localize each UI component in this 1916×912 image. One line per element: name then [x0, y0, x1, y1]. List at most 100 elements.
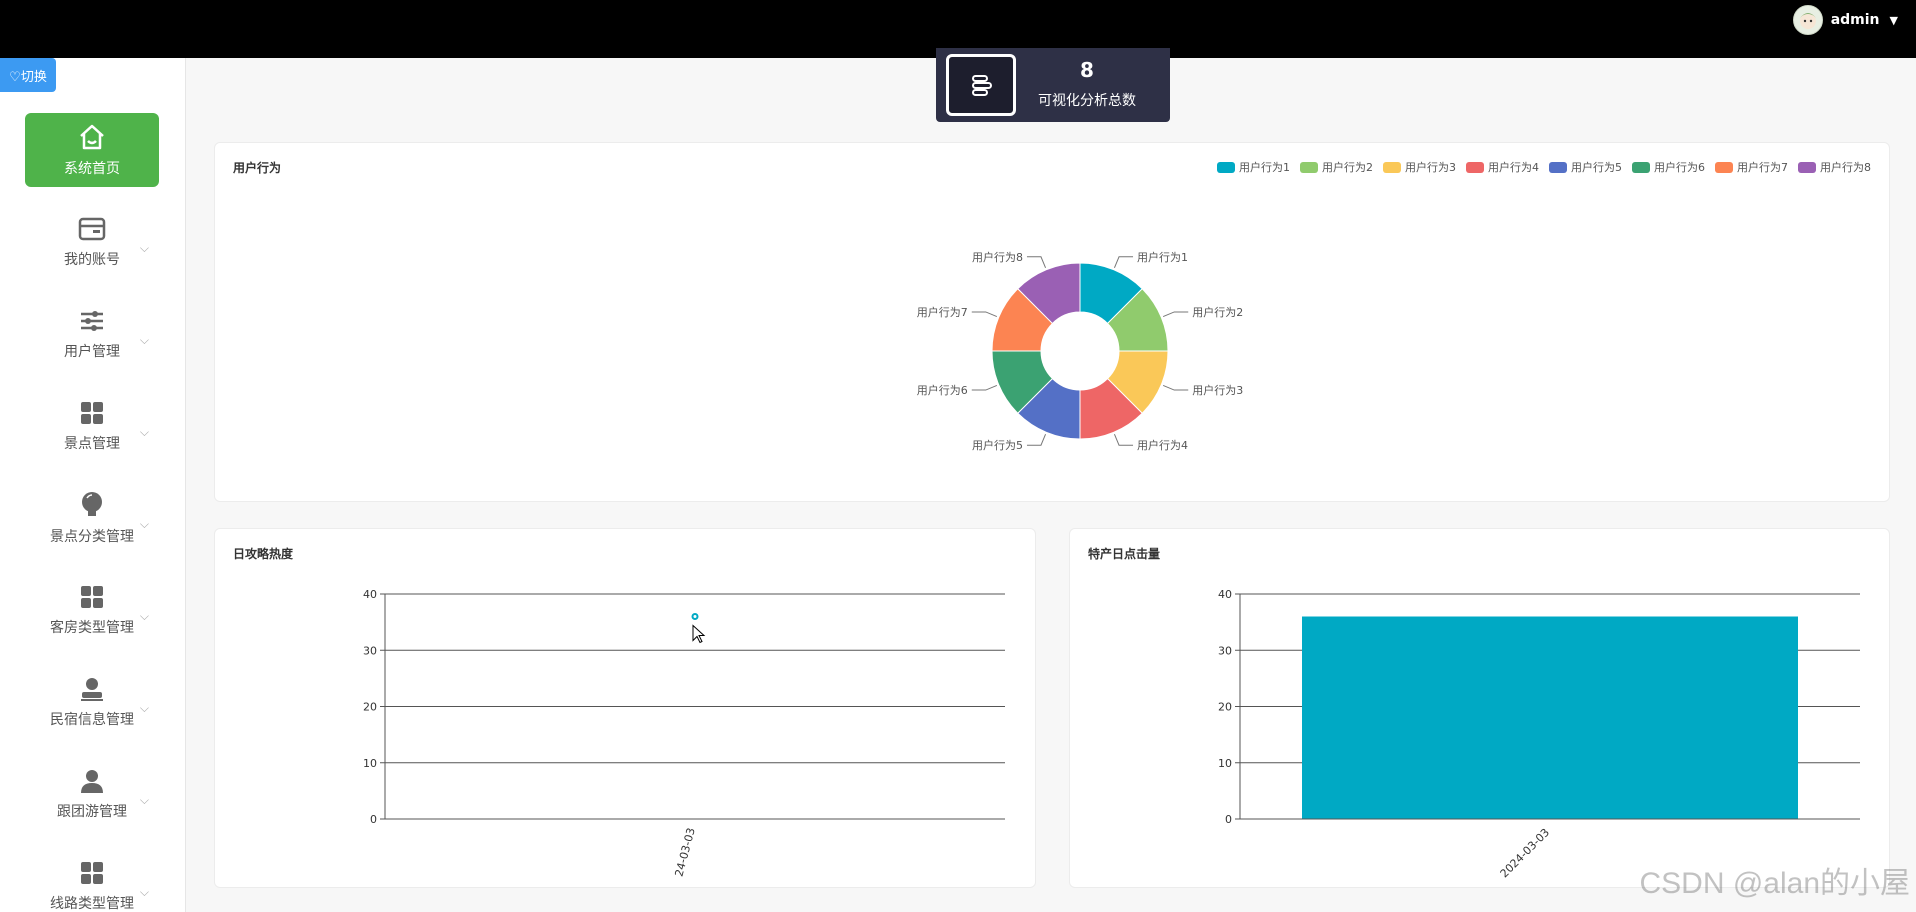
sidebar-item-group-tour[interactable]: 跟团游管理 ⌵ — [25, 757, 159, 831]
scatter-chart: 0 10 20 30 40 24-03-03 — [363, 588, 1005, 878]
pie-label-line — [1113, 256, 1134, 269]
y-tick-label: 20 — [1218, 701, 1232, 714]
pie-label-line — [1162, 384, 1189, 391]
x-tick-label: 24-03-03 — [672, 826, 697, 878]
avatar[interactable] — [1792, 5, 1823, 35]
legend-item[interactable]: 用户行为5 — [1549, 159, 1622, 175]
sliders-icon — [81, 311, 103, 331]
sidebar-item-homestay[interactable]: 民宿信息管理 ⌵ — [25, 665, 159, 739]
sidebar-item-scenic-category[interactable]: 景点分类管理 ⌵ — [25, 481, 159, 555]
y-tick-label: 30 — [1218, 644, 1232, 657]
legend-swatch — [1715, 161, 1733, 173]
bulb-icon — [82, 492, 102, 516]
stat-value: 8 — [1080, 58, 1094, 82]
mouse-cursor-icon — [692, 624, 706, 644]
legend-label: 用户行为8 — [1820, 161, 1871, 174]
chevron-down-icon: ⌵ — [139, 425, 149, 439]
pie-slice-label: 用户行为4 — [1137, 438, 1188, 452]
chevron-down-icon: ⌵ — [139, 517, 149, 531]
pie-label-line — [1026, 256, 1047, 269]
legend-swatch — [1632, 161, 1650, 173]
y-tick-label: 30 — [363, 644, 377, 657]
username[interactable]: admin — [1830, 12, 1880, 28]
legend-item[interactable]: 用户行为3 — [1383, 159, 1456, 175]
sidebar: ♡切换 系统首页 我的账号 ⌵ 用户管理 ⌵ 景点管理 ⌵ — [0, 58, 186, 912]
pie-label-line — [1162, 311, 1189, 318]
chevron-down-icon: ⌵ — [139, 609, 149, 623]
grid-icon — [81, 402, 103, 424]
card-icon — [78, 217, 106, 241]
legend-label: 用户行为7 — [1737, 161, 1788, 174]
pie-slice-label: 用户行为5 — [972, 438, 1023, 452]
legend-label: 用户行为1 — [1239, 161, 1290, 174]
main-content: 8 可视化分析总数 用户行为 用户行为1 用户行为2 用户行为3 用户行为4 用户行为5… — [187, 48, 1916, 912]
sidebar-item-account[interactable]: 我的账号 ⌵ — [25, 205, 159, 279]
chevron-down-icon: ⌵ — [139, 793, 149, 807]
chevron-down-icon: ⌵ — [139, 241, 149, 255]
sidebar-item-label: 景点分类管理 — [50, 529, 134, 545]
legend-item[interactable]: 用户行为8 — [1798, 159, 1871, 175]
legend-item[interactable]: 用户行为7 — [1715, 159, 1788, 175]
dropdown-caret-icon[interactable]: ▼ — [1889, 13, 1898, 27]
user-behavior-card: 用户行为 用户行为1 用户行为2 用户行为3 用户行为4 用户行为5 用户行为6 用户行为7… — [214, 142, 1890, 502]
y-tick-label: 10 — [363, 757, 377, 770]
y-tick-label: 40 — [1218, 588, 1232, 601]
legend-item[interactable]: 用户行为1 — [1217, 159, 1290, 175]
sidebar-item-label: 民宿信息管理 — [50, 712, 134, 728]
sidebar-item-label: 我的账号 — [64, 252, 120, 268]
legend-label: 用户行为6 — [1654, 161, 1705, 174]
x-tick-label: 2024-03-03 — [1498, 826, 1552, 880]
pie-label-line — [1026, 433, 1047, 446]
sidebar-item-scenic[interactable]: 景点管理 ⌵ — [25, 389, 159, 463]
sidebar-item-label: 客房类型管理 — [50, 620, 134, 636]
chart-legend: 用户行为1 用户行为2 用户行为3 用户行为4 用户行为5 用户行为6 用户行为7 用户行为8 — [1217, 159, 1871, 175]
sidebar-item-label: 用户管理 — [64, 344, 120, 360]
legend-item[interactable]: 用户行为6 — [1632, 159, 1705, 175]
sidebar-item-route-type[interactable]: 线路类型管理 ⌵ — [25, 849, 159, 912]
y-tick-label: 40 — [363, 588, 377, 601]
legend-item[interactable]: 用户行为4 — [1466, 159, 1539, 175]
legend-swatch — [1466, 161, 1484, 173]
watermark: CSDN @alan的小屋 — [1639, 867, 1910, 900]
switch-button[interactable]: ♡切换 — [0, 58, 56, 92]
sidebar-item-label: 跟团游管理 — [57, 804, 127, 820]
specialty-click-card: 特产日点击量 0 10 20 30 40 2024-03-03 — [1069, 528, 1890, 888]
sidebar-item-users[interactable]: 用户管理 ⌵ — [25, 297, 159, 371]
data-point — [691, 613, 699, 620]
pie-slice-label: 用户行为8 — [972, 250, 1023, 264]
sidebar-item-home[interactable]: 系统首页 — [25, 113, 159, 187]
stamp-icon — [81, 678, 103, 701]
pie-label-line — [1113, 433, 1134, 446]
chevron-down-icon: ⌵ — [139, 333, 149, 347]
pie-label-line — [971, 384, 998, 391]
home-icon — [80, 124, 104, 150]
legend-item[interactable]: 用户行为2 — [1300, 159, 1373, 175]
stat-label: 可视化分析总数 — [1038, 93, 1136, 109]
list-icon — [946, 54, 1016, 116]
sidebar-item-room-type[interactable]: 客房类型管理 ⌵ — [25, 573, 159, 647]
bar — [1302, 616, 1798, 819]
pie-slice-label: 用户行为3 — [1192, 383, 1243, 397]
chevron-down-icon: ⌵ — [139, 885, 149, 899]
user-menu[interactable]: admin ▼ — [1792, 5, 1898, 35]
daily-guide-heat-card: 日攻略热度 0 10 20 30 40 24-03-03 — [214, 528, 1036, 888]
pie-label-line — [971, 311, 998, 318]
legend-label: 用户行为2 — [1322, 161, 1373, 174]
sidebar-item-label: 系统首页 — [64, 161, 120, 177]
sidebar-item-label: 线路类型管理 — [50, 896, 134, 912]
user-icon — [81, 770, 103, 793]
legend-label: 用户行为4 — [1488, 161, 1539, 174]
legend-label: 用户行为5 — [1571, 161, 1622, 174]
pie-slice-label: 用户行为7 — [917, 305, 968, 319]
y-tick-label: 20 — [363, 701, 377, 714]
legend-label: 用户行为3 — [1405, 161, 1456, 174]
pie-chart: 用户行为1 用户行为2 用户行为3 用户行为4 用户行为5 用户行为6 用户行为7 用户行为8 — [917, 250, 1243, 452]
stat-card: 8 可视化分析总数 — [936, 48, 1170, 122]
sidebar-item-label: 景点管理 — [64, 436, 120, 452]
y-tick-label: 0 — [1225, 813, 1232, 826]
legend-swatch — [1217, 161, 1235, 173]
y-tick-label: 0 — [370, 813, 377, 826]
pie-slice — [1017, 262, 1081, 325]
legend-swatch — [1798, 161, 1816, 173]
legend-swatch — [1300, 161, 1318, 173]
